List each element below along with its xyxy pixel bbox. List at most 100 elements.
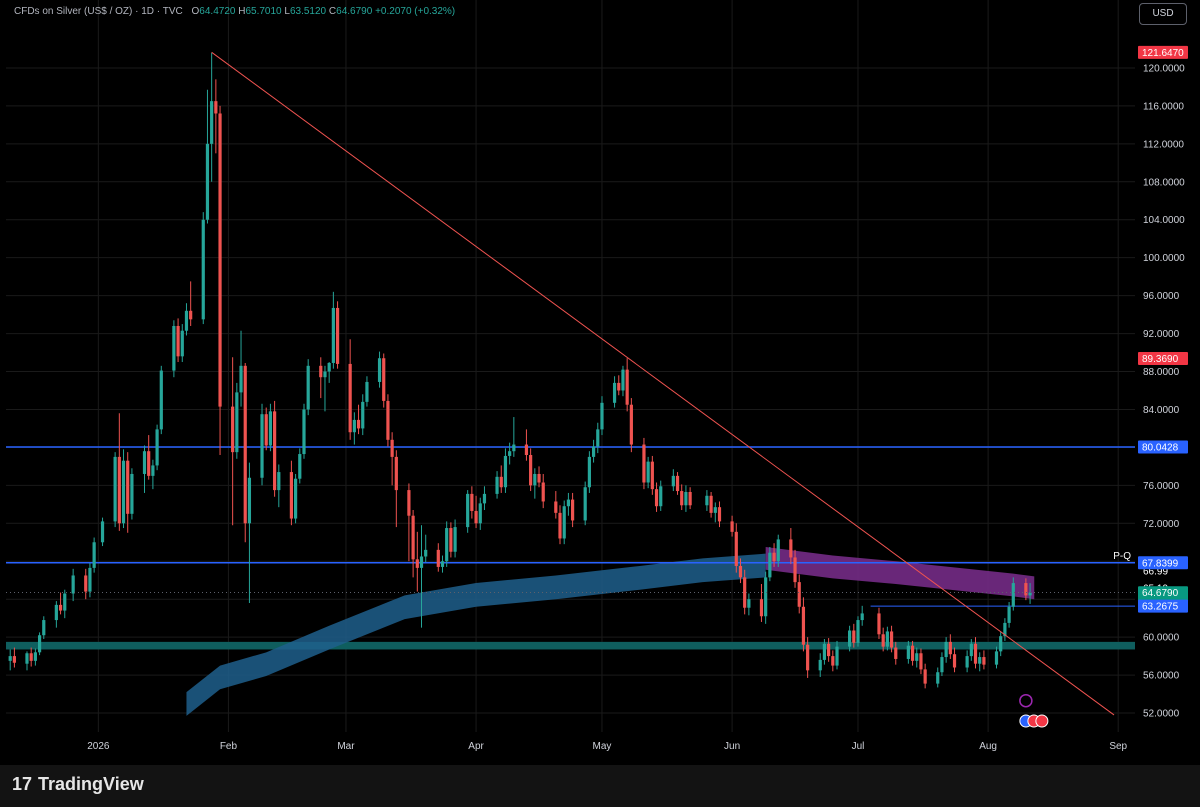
candle-body xyxy=(407,490,411,516)
candle-body xyxy=(239,365,243,393)
candle-body xyxy=(415,559,419,568)
candle-body xyxy=(818,659,822,671)
candle-body xyxy=(327,362,331,372)
candle-body xyxy=(999,636,1003,652)
candle-body xyxy=(54,604,58,621)
candle-body xyxy=(940,657,944,673)
candle-body xyxy=(356,419,361,429)
y-tick-label: 116.0000 xyxy=(1143,101,1184,112)
candle-body xyxy=(100,521,105,543)
lightning-event-icon xyxy=(1019,693,1033,708)
candle-body xyxy=(965,656,969,668)
candle-body xyxy=(768,552,772,578)
candle-body xyxy=(969,643,973,657)
candle-body xyxy=(172,325,176,371)
y-tick-label: 88.0000 xyxy=(1143,367,1180,378)
support-zone xyxy=(6,641,1135,650)
candle-body xyxy=(835,646,839,666)
chart-area[interactable]: 52.000056.000060.000064.000068.000072.00… xyxy=(0,0,1200,765)
candle-body xyxy=(482,493,487,504)
candle-body xyxy=(583,487,587,521)
candle-body xyxy=(1003,622,1007,637)
x-tick-label: May xyxy=(593,741,612,752)
currency-button[interactable]: USD xyxy=(1139,3,1187,25)
candle-body xyxy=(25,653,29,664)
candle-body xyxy=(210,101,214,144)
candle-body xyxy=(390,439,394,457)
candle-body xyxy=(1024,583,1028,596)
price-tag-box xyxy=(1138,352,1188,366)
candle-body xyxy=(617,382,621,391)
y-tick-label: 56.0000 xyxy=(1143,671,1180,682)
level-label: 66.99 xyxy=(1143,566,1168,577)
candle-body xyxy=(877,613,881,635)
price-tag-box xyxy=(1138,586,1188,600)
candle-body xyxy=(142,451,147,474)
y-tick-label: 60.0000 xyxy=(1143,633,1180,644)
price-tag-box xyxy=(1138,45,1188,59)
trendline xyxy=(211,51,1115,716)
x-tick-label: 2026 xyxy=(87,741,110,752)
candle-body xyxy=(180,330,184,357)
candle-body xyxy=(419,556,424,568)
candle-body xyxy=(894,647,898,659)
candle-body xyxy=(260,414,264,478)
candle-body xyxy=(126,460,130,514)
candle-body xyxy=(797,582,801,607)
candle-body xyxy=(201,219,205,320)
candle-body xyxy=(147,451,151,476)
candle-body xyxy=(306,365,310,410)
candle-body xyxy=(298,454,302,479)
price-tag-label: 63.2675 xyxy=(1142,602,1179,613)
candle-body xyxy=(764,577,768,617)
candle-body xyxy=(915,653,919,661)
price-chart[interactable]: 52.000056.000060.000064.000068.000072.00… xyxy=(0,0,1200,765)
y-tick-label: 104.0000 xyxy=(1143,215,1185,226)
candle-body xyxy=(411,515,415,560)
candle-body xyxy=(734,531,738,566)
candle-body xyxy=(562,506,566,539)
candle-body xyxy=(860,613,864,621)
low-value: 63.5120 xyxy=(289,6,327,17)
open-value: 64.4720 xyxy=(199,6,236,17)
candle-body xyxy=(654,489,659,507)
candle-body xyxy=(235,392,239,453)
candle-body xyxy=(524,444,529,455)
candle-body xyxy=(42,620,46,636)
instrument-title: CFDs on Silver (US$ / OZ) · 1D · TVC xyxy=(14,6,183,17)
candle-body xyxy=(885,631,889,647)
candle-body xyxy=(382,358,386,401)
candle-body xyxy=(650,461,654,490)
tradingview-name: TradingView xyxy=(38,774,144,794)
candle-body xyxy=(789,539,793,558)
price-tag-label: 80.0428 xyxy=(1142,442,1179,453)
price-tag-box xyxy=(1138,440,1188,454)
candle-body xyxy=(470,493,474,511)
candle-body xyxy=(8,656,12,661)
candle-body xyxy=(499,476,503,488)
candle-body xyxy=(705,495,709,506)
candle-body xyxy=(944,641,948,658)
y-tick-label: 52.0000 xyxy=(1143,709,1180,720)
candle-body xyxy=(352,419,356,433)
candle-body xyxy=(37,635,42,653)
flag-event-icon xyxy=(1035,714,1049,728)
candle-body xyxy=(449,528,453,552)
candle-body xyxy=(445,528,449,562)
candle-body xyxy=(831,656,835,666)
candle-body xyxy=(994,651,999,665)
candle-body xyxy=(155,429,159,466)
candle-body xyxy=(466,493,470,528)
candle-body xyxy=(806,644,810,671)
tradingview-logo[interactable]: 17 TradingView xyxy=(12,774,144,795)
candle-body xyxy=(214,101,218,114)
y-tick-label: 72.0000 xyxy=(1143,519,1180,530)
candle-body xyxy=(377,358,382,382)
price-tag-label: 89.3690 xyxy=(1142,354,1179,365)
candle-body xyxy=(386,400,390,440)
candle-body xyxy=(747,599,751,608)
x-tick-label: Mar xyxy=(337,741,355,752)
candle-body xyxy=(121,460,126,524)
candle-body xyxy=(621,369,625,391)
candle-body xyxy=(424,549,428,557)
